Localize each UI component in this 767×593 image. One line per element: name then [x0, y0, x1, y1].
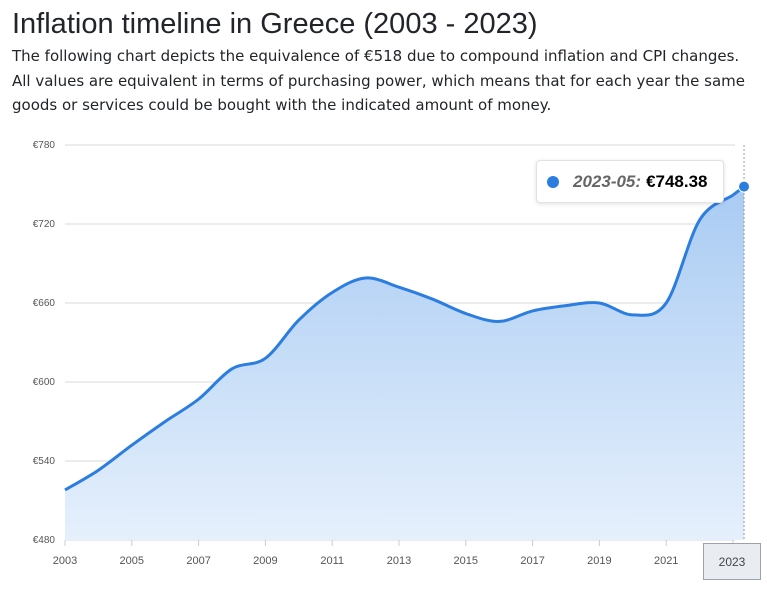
series-dot-icon	[547, 175, 559, 188]
x-tick-label: 2011	[320, 555, 344, 567]
y-tick-label: €780	[33, 140, 56, 151]
x-tick-label: 2005	[120, 555, 144, 567]
y-tick-label: €600	[33, 377, 56, 388]
x-tick-label: 2015	[454, 555, 478, 567]
y-tick-label: €720	[33, 219, 56, 230]
x-tick-label: 2017	[520, 555, 544, 567]
x-tick-label: 2007	[186, 555, 210, 567]
page-title: Inflation timeline in Greece (2003 - 202…	[12, 8, 538, 40]
x-tick-label: 2019	[587, 555, 611, 567]
tooltip: 2023-05: €748.38	[536, 160, 724, 203]
x-tick-label: 2003	[53, 555, 77, 567]
crosshair-x-label: 2023	[703, 543, 761, 580]
y-tick-label: €660	[33, 298, 56, 309]
tooltip-value: €748.38	[646, 171, 708, 191]
y-tick-label: €480	[33, 535, 56, 546]
tooltip-date: 2023-05:	[573, 171, 642, 191]
series-line	[64, 185, 745, 492]
inflation-chart: €480 €540 €600 €660 €720 €780 2003 2005 2007 2009…	[33, 140, 751, 567]
chart-description: The following chart depicts the equivale…	[12, 47, 745, 114]
x-tick-label: 2021	[654, 555, 678, 567]
hover-point[interactable]	[738, 180, 751, 193]
x-tick-label: 2009	[253, 555, 277, 567]
x-tick-label: 2013	[387, 555, 411, 567]
area-fill	[65, 186, 745, 540]
y-tick-label: €540	[33, 456, 56, 467]
